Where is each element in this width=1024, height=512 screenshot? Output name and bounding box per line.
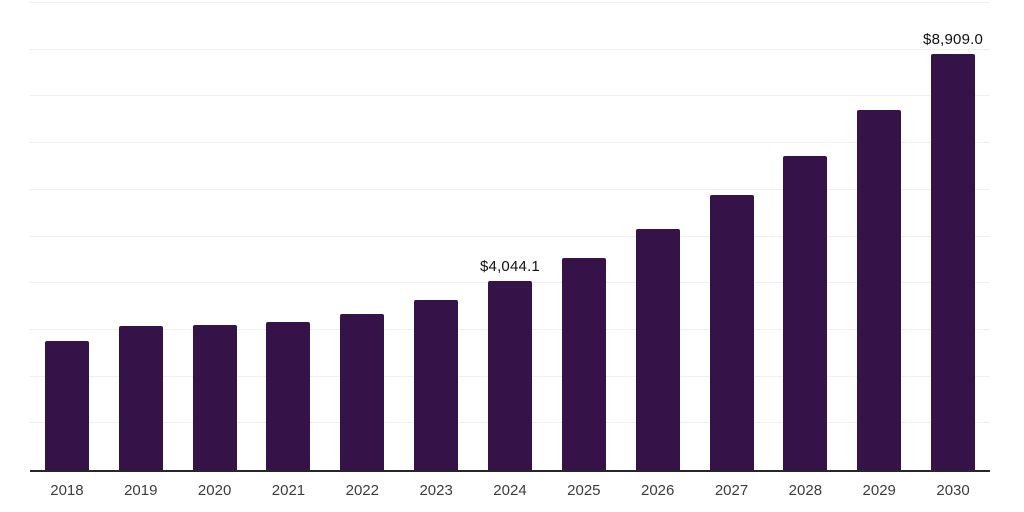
gridline xyxy=(30,2,990,3)
bar-2030 xyxy=(931,53,976,470)
bar-2024 xyxy=(487,281,532,470)
x-tick-2027: 2027 xyxy=(714,482,749,499)
bar-slot xyxy=(547,3,621,470)
bar-slot xyxy=(30,3,104,470)
x-tick-2028: 2028 xyxy=(788,482,823,499)
x-tick-2029: 2029 xyxy=(862,482,896,499)
bar-2021 xyxy=(266,322,311,470)
bar-2026 xyxy=(635,229,680,470)
x-tick-2019: 2019 xyxy=(124,482,158,499)
x-tick-2020: 2020 xyxy=(197,482,232,499)
bar-2028 xyxy=(783,156,828,470)
bar-slot xyxy=(695,3,769,470)
x-tick-2018: 2018 xyxy=(50,482,84,499)
bar-slot xyxy=(252,3,326,470)
x-tick-2026: 2026 xyxy=(640,482,675,499)
bar-2019 xyxy=(118,325,163,470)
gridline xyxy=(30,188,990,190)
gridline xyxy=(30,48,990,50)
bar-2027 xyxy=(709,194,754,470)
bar-2022 xyxy=(340,314,385,470)
x-axis-line xyxy=(30,470,990,472)
x-tick-2023: 2023 xyxy=(419,482,453,499)
x-axis-labels: 2018 2019 2020 2021 2022 2023 2024 2025 2026 2027… xyxy=(30,481,990,501)
x-tick-2030: 2030 xyxy=(936,482,970,499)
bar-slot xyxy=(842,3,916,470)
bars-layer: $4,044.1 $8,909.0 xyxy=(30,3,990,470)
bar-slot: $4,044.1 xyxy=(473,3,547,470)
bar-slot xyxy=(325,3,399,470)
gridline xyxy=(30,142,990,144)
gridline xyxy=(30,95,990,97)
x-tick-2024: 2024 xyxy=(493,482,527,499)
bar-2029 xyxy=(857,109,902,470)
bar-slot: $8,909.0 xyxy=(916,3,990,470)
plot-area: $4,044.1 $8,909.0 xyxy=(30,2,990,470)
bar-slot xyxy=(621,3,695,470)
data-label-2024: $4,044.1 xyxy=(479,258,540,276)
bar-2025 xyxy=(561,257,606,470)
x-tick-2022: 2022 xyxy=(345,482,379,499)
bar-2018 xyxy=(44,341,89,470)
x-tick-2021: 2021 xyxy=(271,482,306,499)
bar-slot xyxy=(399,3,473,470)
bar-2020 xyxy=(192,324,237,470)
bar-slot xyxy=(768,3,842,470)
bar-slot xyxy=(104,3,178,470)
gridline xyxy=(30,235,990,237)
bar-2023 xyxy=(414,300,459,470)
data-label-2030: $8,909.0 xyxy=(923,30,984,48)
x-tick-2025: 2025 xyxy=(567,482,601,499)
bar-slot xyxy=(178,3,252,470)
